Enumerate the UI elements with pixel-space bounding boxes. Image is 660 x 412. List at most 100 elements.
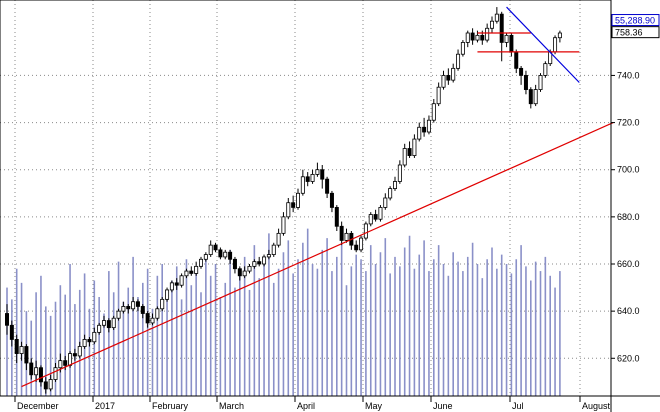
candle-body bbox=[528, 89, 533, 105]
candle-body bbox=[489, 20, 494, 29]
candle-body bbox=[68, 353, 73, 366]
candle bbox=[38, 365, 43, 387]
candle-body bbox=[106, 320, 111, 329]
candle bbox=[310, 169, 315, 184]
candle bbox=[509, 33, 514, 57]
candle bbox=[519, 66, 524, 85]
candle bbox=[286, 198, 291, 220]
candle-body bbox=[174, 282, 179, 286]
x-tick-label: April bbox=[297, 401, 315, 411]
candle-body bbox=[116, 310, 121, 319]
candle bbox=[281, 212, 286, 236]
candle bbox=[131, 297, 136, 312]
candle-body bbox=[446, 75, 451, 81]
candle-body bbox=[145, 313, 150, 324]
candle-body bbox=[315, 169, 320, 175]
candle bbox=[97, 322, 102, 335]
candle bbox=[300, 169, 305, 196]
candle-body bbox=[557, 32, 562, 39]
candle bbox=[456, 49, 461, 71]
candle bbox=[470, 28, 475, 45]
price-badge: 55,288.90 bbox=[611, 14, 660, 27]
trendlines-layer bbox=[21, 6, 614, 388]
x-tick-label: December bbox=[17, 401, 59, 411]
candle-body bbox=[373, 214, 378, 220]
candle bbox=[528, 87, 533, 109]
candle-body bbox=[184, 270, 189, 277]
candle bbox=[228, 249, 233, 264]
candle bbox=[252, 259, 257, 269]
candle-body bbox=[456, 53, 461, 69]
candle-body bbox=[102, 320, 107, 326]
candle-body bbox=[43, 381, 48, 390]
candle-body bbox=[334, 207, 339, 227]
candle-body bbox=[97, 324, 102, 333]
candle bbox=[135, 299, 140, 312]
price-badge-box bbox=[611, 26, 660, 39]
candle-body bbox=[504, 34, 509, 43]
candle-body bbox=[339, 225, 344, 241]
candle-body bbox=[34, 367, 39, 376]
candle-body bbox=[368, 214, 373, 225]
candle bbox=[266, 249, 271, 260]
candle bbox=[53, 363, 58, 382]
plot-frame bbox=[0, 0, 612, 397]
candle bbox=[431, 99, 436, 123]
candle bbox=[489, 16, 494, 33]
candle-body bbox=[392, 181, 397, 189]
candle bbox=[48, 374, 53, 392]
candle-body bbox=[223, 251, 228, 258]
candle-body bbox=[266, 254, 271, 258]
candle-body bbox=[126, 306, 131, 310]
candle bbox=[451, 63, 456, 83]
x-tick-label: August bbox=[582, 401, 611, 411]
candle bbox=[160, 297, 165, 312]
candle bbox=[126, 304, 131, 314]
candle bbox=[43, 377, 48, 394]
x-tick-label: May bbox=[365, 401, 383, 411]
candle-body bbox=[276, 232, 281, 246]
candle bbox=[378, 205, 383, 222]
candle-body bbox=[198, 258, 203, 267]
y-tick-label: 620.0 bbox=[617, 353, 640, 363]
candle bbox=[223, 249, 228, 260]
candle-body bbox=[310, 174, 315, 182]
candle bbox=[514, 49, 519, 74]
candle bbox=[276, 228, 281, 248]
price-badge-box bbox=[611, 14, 660, 27]
candle bbox=[363, 221, 368, 241]
candle bbox=[392, 176, 397, 191]
candle bbox=[169, 280, 174, 293]
candle-body bbox=[189, 270, 194, 274]
candle-body bbox=[111, 317, 116, 329]
candle bbox=[121, 301, 126, 314]
price-badge: 758.36 bbox=[611, 26, 660, 39]
candle-body bbox=[58, 360, 63, 369]
candle-body bbox=[92, 331, 97, 343]
candle-body bbox=[470, 32, 475, 41]
candle bbox=[82, 334, 87, 349]
candle-body bbox=[475, 34, 480, 41]
candle bbox=[543, 61, 548, 78]
candle bbox=[407, 141, 412, 158]
candle-body bbox=[286, 202, 291, 218]
grid-layer bbox=[0, 0, 611, 396]
candle-body bbox=[305, 176, 310, 182]
candle bbox=[315, 162, 320, 177]
candle-body bbox=[203, 254, 208, 260]
candle bbox=[77, 341, 82, 359]
candle bbox=[116, 308, 121, 321]
candle-body bbox=[523, 75, 528, 90]
candle bbox=[504, 33, 509, 48]
x-tick-label: February bbox=[152, 401, 189, 411]
candle-body bbox=[441, 75, 446, 88]
candle bbox=[218, 247, 223, 260]
candle bbox=[19, 341, 24, 361]
x-tick-label: June bbox=[433, 401, 453, 411]
candle bbox=[208, 240, 213, 257]
candle-body bbox=[397, 164, 402, 182]
candle bbox=[538, 73, 543, 92]
candle-body bbox=[5, 313, 10, 326]
candle bbox=[87, 337, 92, 347]
